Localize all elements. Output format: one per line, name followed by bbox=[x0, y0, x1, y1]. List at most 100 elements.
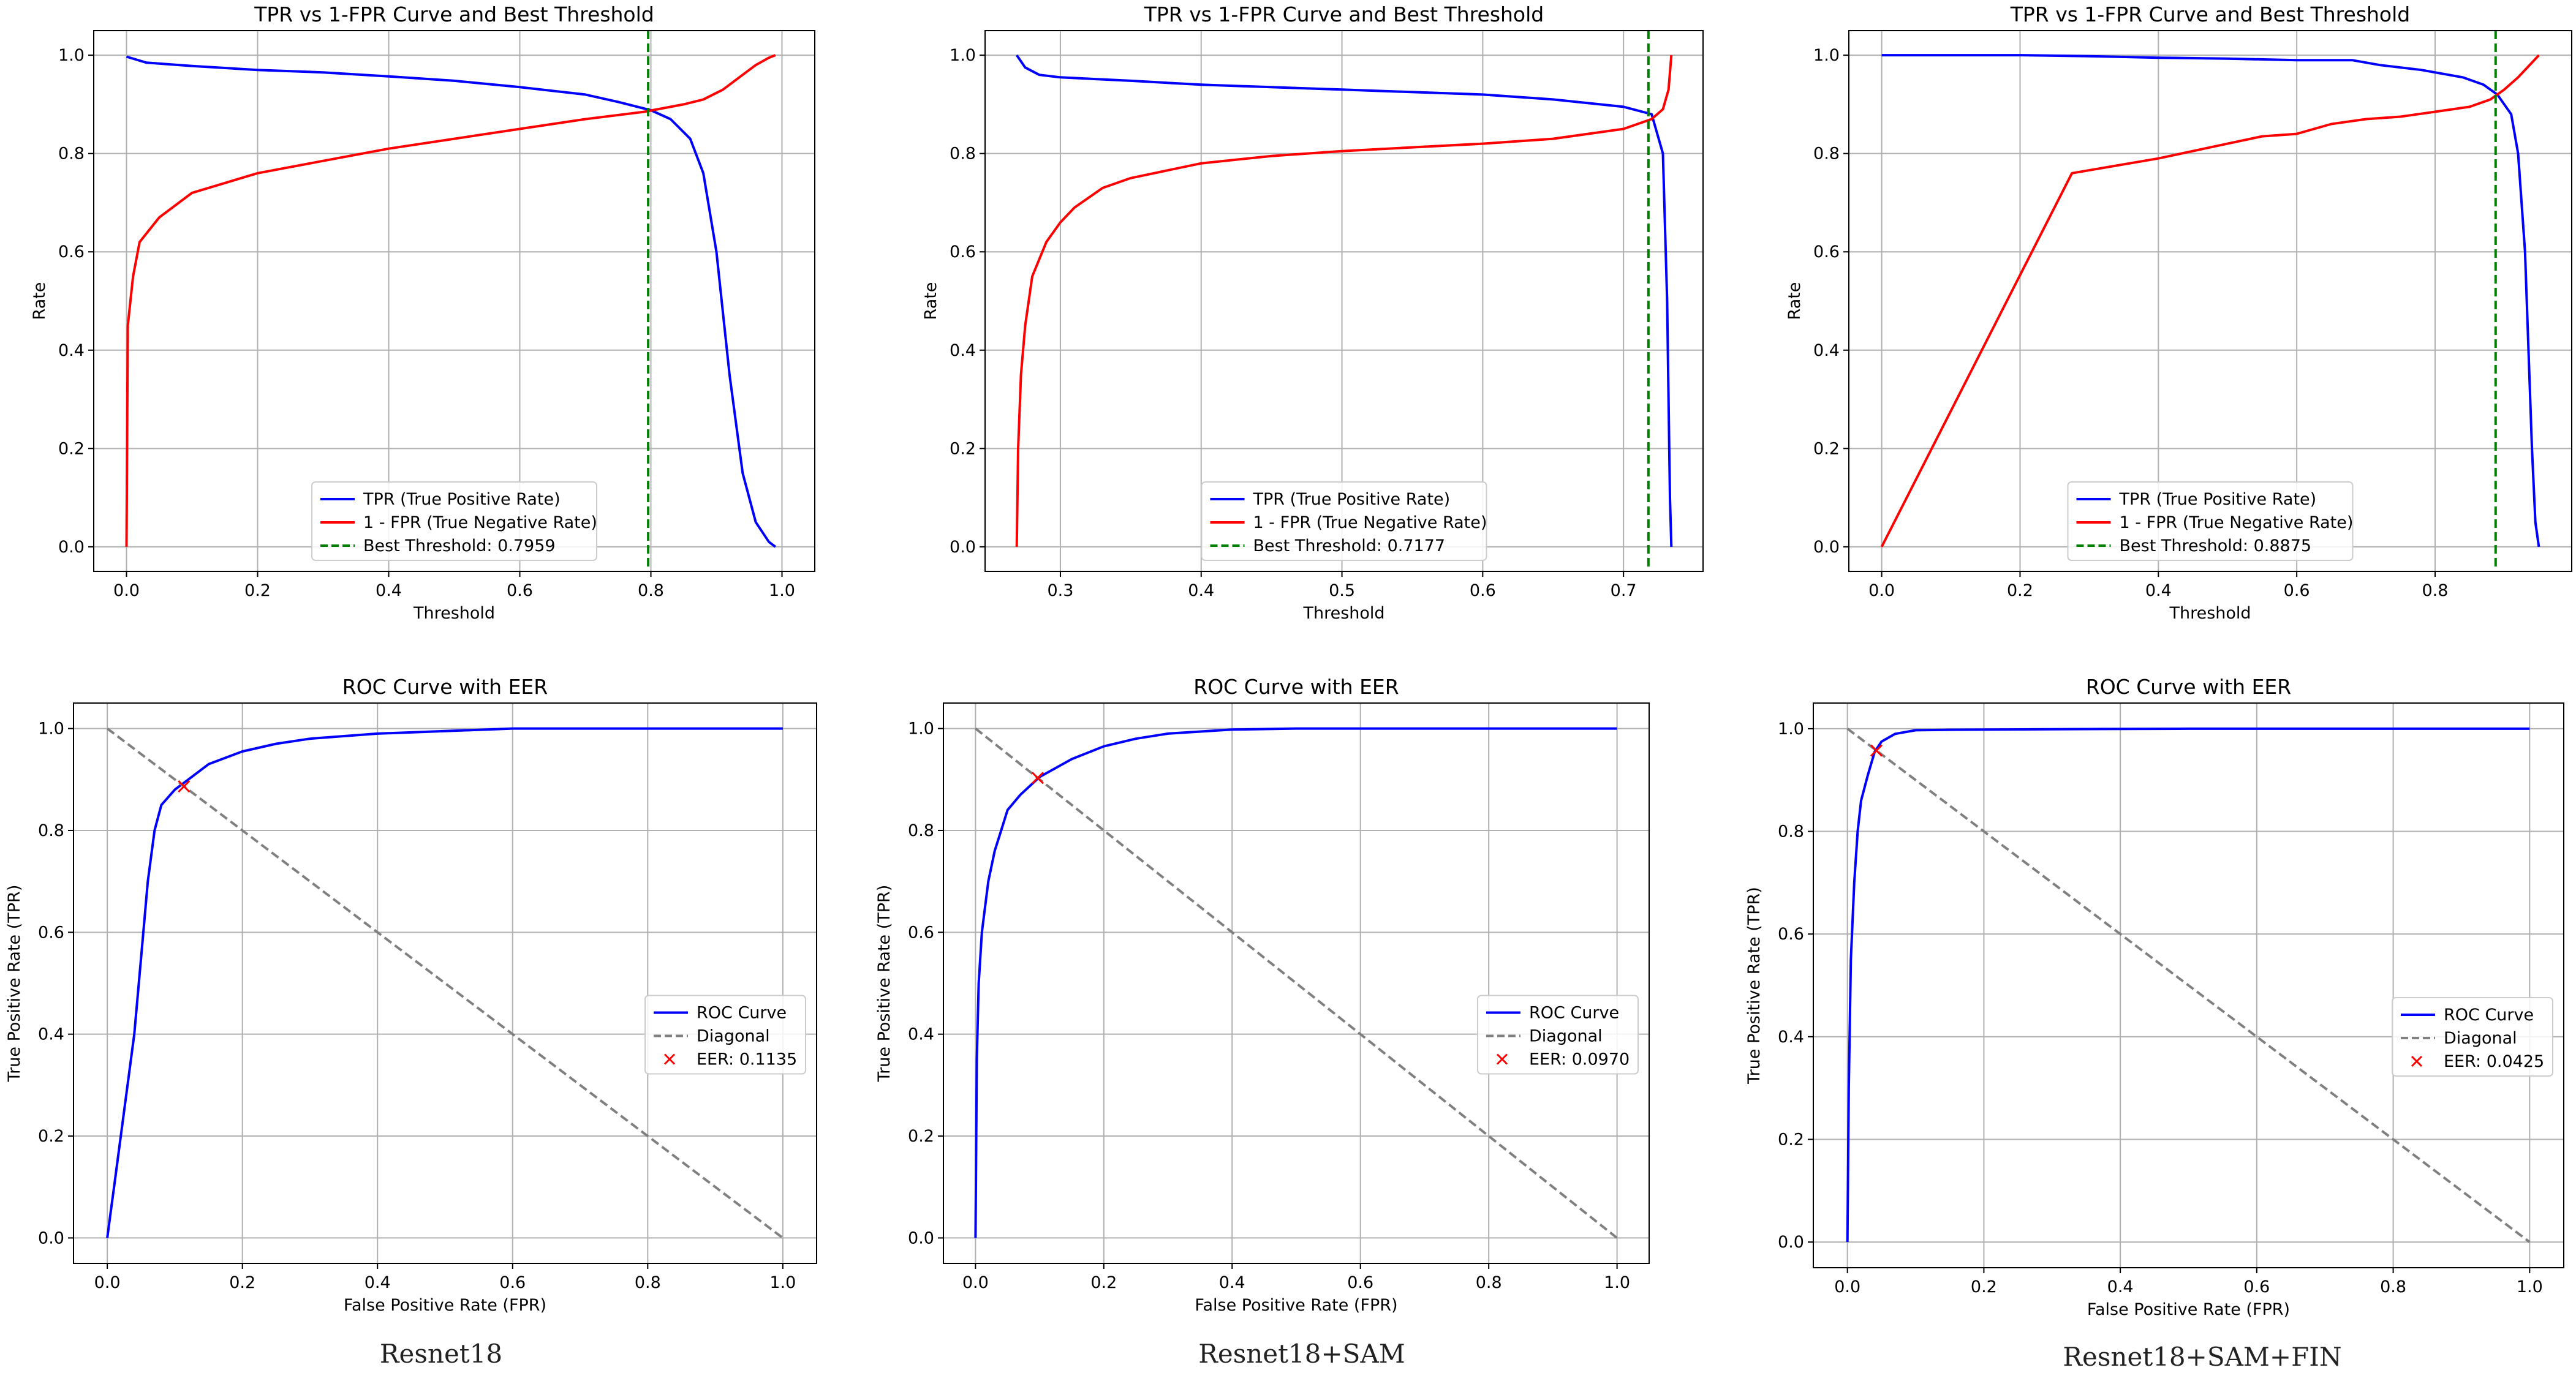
legend-item: 1 - FPR (True Negative Rate) bbox=[2076, 513, 2354, 532]
legend-item: Diagonal bbox=[1486, 1027, 1603, 1046]
chart-roc-resnet18-sam-fin: 0.0 0.2 0.4 0.6 0.8 1.0 0.0 0.2 0.4 0.6 0.8 1.0 ROC … bbox=[1745, 675, 2564, 1319]
chart-panels: 0.0 0.2 0.4 0.6 0.8 1.0 0.0 0.2 0.4 0.6 0.8 1.0 TPR … bbox=[5, 2, 2572, 1319]
chart-roc-resnet18-sam: 0.0 0.2 0.4 0.6 0.8 1.0 0.0 0.2 0.4 0.6 0.8 1.0 ROC … bbox=[875, 675, 1650, 1315]
legend: TPR (True Positive Rate) 1 - FPR (True Ne… bbox=[2067, 481, 2354, 561]
caption-resnet18-sam-fin: Resnet18+SAM+FIN bbox=[2063, 1342, 2341, 1372]
series-line-1-fpr-true-negative-rate bbox=[1015, 55, 1673, 547]
legend-marker-icon bbox=[663, 1053, 676, 1065]
plot-frame bbox=[93, 30, 815, 572]
chart-roc-resnet18: 0.0 0.2 0.4 0.6 0.8 1.0 0.0 0.2 0.4 0.6 0.8 1.0 ROC … bbox=[5, 675, 817, 1315]
y-tick-label: 0.2 bbox=[950, 439, 976, 458]
x-tick-label: 0.0 bbox=[1868, 581, 1895, 600]
legend-box bbox=[1477, 995, 1639, 1075]
plot-frame bbox=[943, 702, 1650, 1264]
legend-label: Diagonal bbox=[1529, 1027, 1603, 1046]
x-tick-label: 0.6 bbox=[1470, 581, 1496, 600]
legend-item: Best Threshold: 0.7959 bbox=[320, 536, 556, 555]
x-tick-label: 0.6 bbox=[2243, 1278, 2270, 1296]
series-line-tpr-true-positive-rate bbox=[126, 55, 777, 548]
x-tick-label: 0.8 bbox=[2380, 1278, 2406, 1296]
legend-label: TPR (True Positive Rate) bbox=[2119, 490, 2317, 509]
x-tick-label: 0.6 bbox=[499, 1273, 526, 1292]
y-tick-label: 0.8 bbox=[58, 145, 85, 164]
legend-label: EER: 0.0425 bbox=[2444, 1052, 2544, 1071]
legend-item: TPR (True Positive Rate) bbox=[1210, 490, 1450, 509]
x-axis-label: Threshold bbox=[1302, 604, 1384, 623]
x-tick-label: 0.2 bbox=[229, 1273, 255, 1292]
y-tick-label: 0.2 bbox=[908, 1127, 934, 1146]
legend-marker-icon bbox=[2411, 1055, 2423, 1067]
y-tick-label: 0.0 bbox=[950, 538, 976, 557]
y-tick-label: 0.8 bbox=[908, 821, 934, 840]
x-tick-label: 0.0 bbox=[962, 1273, 989, 1292]
y-tick-label: 0.8 bbox=[1813, 145, 1840, 164]
legend-item: TPR (True Positive Rate) bbox=[2076, 490, 2317, 509]
y-tick-label: 1.0 bbox=[1778, 720, 1804, 739]
y-tick-label: 0.4 bbox=[908, 1025, 934, 1044]
series-line-roc-curve bbox=[106, 727, 783, 1238]
x-tick-label: 0.4 bbox=[1188, 581, 1214, 600]
y-tick-label: 0.2 bbox=[1778, 1130, 1804, 1149]
legend-label: 1 - FPR (True Negative Rate) bbox=[2120, 513, 2354, 532]
y-axis-label: Rate bbox=[1785, 282, 1804, 320]
plot-frame bbox=[73, 702, 817, 1264]
legend: ROC Curve Diagonal EER: 0.1135 bbox=[644, 995, 806, 1075]
eer-marker-stroke bbox=[178, 780, 191, 793]
legend-label: Best Threshold: 0.8875 bbox=[2120, 536, 2312, 555]
legend-item: 1 - FPR (True Negative Rate) bbox=[1210, 513, 1487, 532]
eer-marker-stroke bbox=[1870, 744, 1883, 757]
legend-item: EER: 0.0425 bbox=[2411, 1052, 2544, 1071]
y-tick-label: 0.0 bbox=[908, 1229, 934, 1247]
legend-label: Diagonal bbox=[2444, 1029, 2517, 1048]
x-tick-label: 0.8 bbox=[638, 581, 664, 600]
legend-marker-icon bbox=[1496, 1053, 1508, 1065]
legend-item: ROC Curve bbox=[654, 1004, 787, 1023]
x-tick-label: 0.6 bbox=[1347, 1273, 1373, 1292]
x-tick-label: 0.2 bbox=[2007, 581, 2033, 600]
eer-marker bbox=[1031, 772, 1044, 785]
x-axis-label: False Positive Rate (FPR) bbox=[2087, 1300, 2290, 1319]
x-tick-label: 0.0 bbox=[94, 1273, 121, 1292]
plot-frame bbox=[1848, 30, 2572, 572]
chart-title: TPR vs 1-FPR Curve and Best Threshold bbox=[254, 2, 654, 26]
chart-tpr-resnet18: 0.0 0.2 0.4 0.6 0.8 1.0 0.0 0.2 0.4 0.6 0.8 1.0 TPR … bbox=[30, 2, 815, 623]
y-tick-label: 0.4 bbox=[950, 341, 976, 360]
x-tick-label: 0.0 bbox=[113, 581, 140, 600]
legend: TPR (True Positive Rate) 1 - FPR (True Ne… bbox=[1201, 481, 1487, 561]
series-line-diagonal bbox=[1846, 728, 2531, 1243]
y-axis-label: Rate bbox=[921, 282, 940, 320]
y-tick-label: 0.0 bbox=[38, 1229, 64, 1247]
x-tick-label: 0.4 bbox=[2145, 581, 2172, 600]
y-tick-label: 0.0 bbox=[1778, 1233, 1804, 1252]
y-tick-label: 1.0 bbox=[908, 720, 934, 739]
chart-tpr-resnet18-sam: 0.3 0.4 0.5 0.6 0.7 0.0 0.2 0.4 0.6 0.8 1.0 TPR vs … bbox=[921, 2, 1704, 623]
legend-label: Diagonal bbox=[697, 1027, 770, 1046]
chart-title: TPR vs 1-FPR Curve and Best Threshold bbox=[1144, 2, 1544, 26]
y-tick-label: 1.0 bbox=[38, 720, 64, 739]
y-tick-label: 0.4 bbox=[58, 341, 85, 360]
x-tick-label: 0.6 bbox=[2284, 581, 2310, 600]
y-tick-label: 0.6 bbox=[908, 923, 934, 942]
legend-item: EER: 0.0970 bbox=[1496, 1050, 1630, 1069]
x-tick-label: 0.2 bbox=[1090, 1273, 1117, 1292]
legend-label: 1 - FPR (True Negative Rate) bbox=[363, 513, 597, 532]
y-tick-label: 0.2 bbox=[58, 439, 85, 458]
x-tick-label: 0.5 bbox=[1329, 581, 1355, 600]
x-tick-label: 1.0 bbox=[2517, 1278, 2543, 1296]
y-tick-label: 0.4 bbox=[38, 1025, 64, 1044]
y-tick-label: 0.4 bbox=[1813, 341, 1840, 360]
y-tick-label: 0.2 bbox=[1813, 439, 1840, 458]
x-tick-label: 0.6 bbox=[507, 581, 533, 600]
x-axis-label: Threshold bbox=[2169, 604, 2251, 623]
legend-box bbox=[311, 481, 597, 561]
legend-item: Best Threshold: 0.7177 bbox=[1210, 536, 1445, 555]
legend-item: Best Threshold: 0.8875 bbox=[2076, 536, 2312, 555]
x-axis-label: False Positive Rate (FPR) bbox=[344, 1296, 546, 1315]
legend-box bbox=[2392, 997, 2553, 1077]
eer-marker bbox=[1870, 744, 1883, 757]
legend-item: TPR (True Positive Rate) bbox=[320, 490, 561, 509]
legend-box bbox=[644, 995, 806, 1075]
y-tick-label: 0.6 bbox=[58, 243, 85, 262]
series-line-1-fpr-true-negative-rate bbox=[1880, 54, 2540, 548]
